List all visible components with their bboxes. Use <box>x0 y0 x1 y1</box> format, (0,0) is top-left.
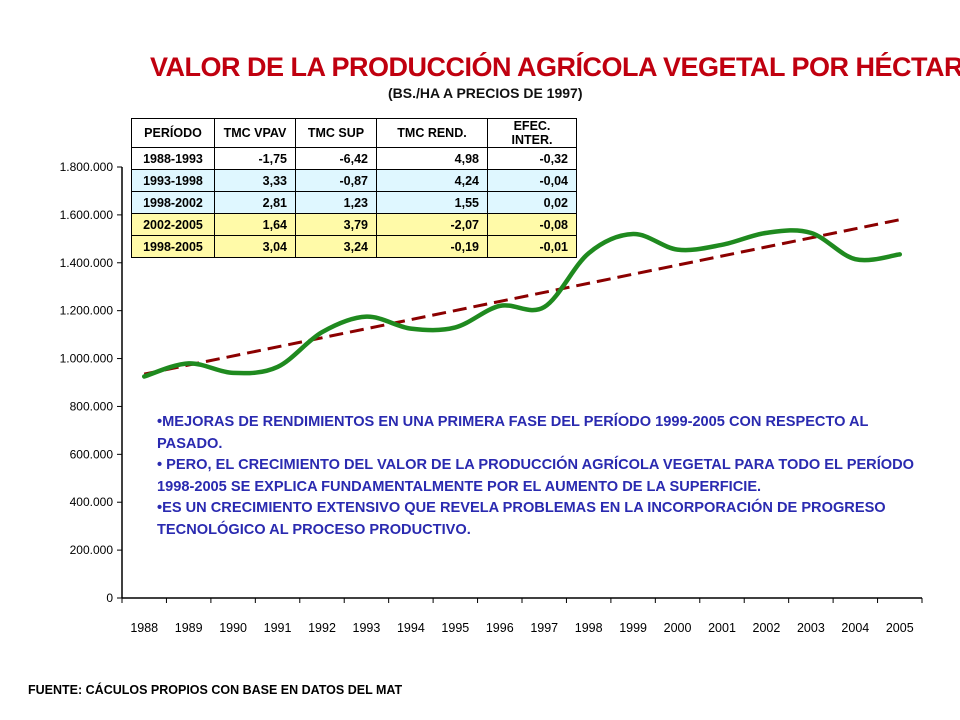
table-cell: -0,04 <box>487 169 577 192</box>
table-header-cell: TMC SUP <box>295 118 377 148</box>
x-tick-label: 1993 <box>353 621 381 635</box>
table-row: 2002-2005 1,64 3,79 -2,07 -0,08 <box>131 213 577 236</box>
x-tick-label: 1991 <box>264 621 292 635</box>
table-cell: 3,24 <box>295 235 377 258</box>
x-tick-label: 1992 <box>308 621 336 635</box>
growth-rates-table: PERÍODO TMC VPAV TMC SUP TMC REND. EFEC.… <box>131 118 577 258</box>
table-header-cell: TMC VPAV <box>214 118 296 148</box>
table-cell: 4,24 <box>376 169 488 192</box>
table-header-row: PERÍODO TMC VPAV TMC SUP TMC REND. EFEC.… <box>131 118 577 148</box>
table-cell: 1,64 <box>214 213 296 236</box>
source-note: FUENTE: CÁCULOS PROPIOS CON BASE EN DATO… <box>28 683 403 697</box>
table-cell: 1,23 <box>295 191 377 214</box>
x-tick-label: 1995 <box>441 621 469 635</box>
table-cell: -0,32 <box>487 147 577 170</box>
chart-series <box>141 218 903 379</box>
table-cell: -1,75 <box>214 147 296 170</box>
x-tick-label: 1998 <box>575 621 603 635</box>
table-cell-period: 1998-2002 <box>131 191 215 214</box>
analysis-notes: •MEJORAS DE RENDIMIENTOS EN UNA PRIMERA … <box>157 412 917 541</box>
table-cell: 3,04 <box>214 235 296 258</box>
x-tick-label: 1994 <box>397 621 425 635</box>
y-tick-label: 1.200.000 <box>60 304 114 318</box>
table-cell: 3,79 <box>295 213 377 236</box>
table-cell: 4,98 <box>376 147 488 170</box>
x-tick-label: 1996 <box>486 621 514 635</box>
table-cell: -0,01 <box>487 235 577 258</box>
trend-line <box>143 218 901 376</box>
table-cell: -6,42 <box>295 147 377 170</box>
x-tick-label: 2004 <box>841 621 869 635</box>
x-tick-label: 1997 <box>530 621 558 635</box>
y-tick-label: 600.000 <box>70 447 114 461</box>
series-line-value <box>141 228 903 379</box>
x-tick-label: 1988 <box>130 621 158 635</box>
table-header-cell: PERÍODO <box>131 118 215 148</box>
y-tick-label: 800.000 <box>70 399 114 413</box>
table-row: 1998-2005 3,04 3,24 -0,19 -0,01 <box>131 235 577 258</box>
table-cell: 0,02 <box>487 191 577 214</box>
y-tick-label: 400.000 <box>70 495 114 509</box>
x-tick-label: 2005 <box>886 621 914 635</box>
note-item: •ES UN CRECIMIENTO EXTENSIVO QUE REVELA … <box>157 500 886 538</box>
y-tick-label: 1.000.000 <box>60 352 114 366</box>
x-tick-label: 2002 <box>753 621 781 635</box>
y-tick-label: 0 <box>106 591 113 605</box>
table-row: 1988-1993 -1,75 -6,42 4,98 -0,32 <box>131 147 577 170</box>
table-header-cell: EFEC. INTER. <box>487 118 577 148</box>
y-tick-label: 1.800.000 <box>60 160 114 174</box>
y-axis-ticks: 0 200.000 400.000 600.000 800.000 1.000.000 1.… <box>60 160 122 605</box>
x-tick-label: 2000 <box>664 621 692 635</box>
y-tick-label: 1.600.000 <box>60 208 114 222</box>
table-cell: -2,07 <box>376 213 488 236</box>
table-row: 1993-1998 3,33 -0,87 4,24 -0,04 <box>131 169 577 192</box>
x-tick-label: 2003 <box>797 621 825 635</box>
table-header-cell: TMC REND. <box>376 118 488 148</box>
table-cell: -0,19 <box>376 235 488 258</box>
note-item: • PERO, EL CRECIMIENTO DEL VALOR DE LA P… <box>157 457 915 495</box>
chart-title: VALOR DE LA PRODUCCIÓN AGRÍCOLA VEGETAL … <box>150 52 960 82</box>
x-tick-label: 2001 <box>708 621 736 635</box>
x-tick-label: 1999 <box>619 621 647 635</box>
table-cell-period: 1998-2005 <box>131 235 215 258</box>
x-axis-ticks: 1988 1989 1990 1991 1992 1993 1994 1995 1996 1997… <box>121 598 923 635</box>
table-cell-period: 1993-1998 <box>131 169 215 192</box>
table-cell: -0,08 <box>487 213 577 236</box>
y-tick-label: 1.400.000 <box>60 256 114 270</box>
table-cell-period: 1988-1993 <box>131 147 215 170</box>
table-cell-period: 2002-2005 <box>131 213 215 236</box>
table-cell: 2,81 <box>214 191 296 214</box>
x-tick-label: 1990 <box>219 621 247 635</box>
note-item: •MEJORAS DE RENDIMIENTOS EN UNA PRIMERA … <box>157 414 869 452</box>
table-cell: -0,87 <box>295 169 377 192</box>
chart-subtitle: (BS./HA A PRECIOS DE 1997) <box>388 85 583 101</box>
table-cell: 3,33 <box>214 169 296 192</box>
table-cell: 1,55 <box>376 191 488 214</box>
table-row: 1998-2002 2,81 1,23 1,55 0,02 <box>131 191 577 214</box>
x-tick-label: 1989 <box>175 621 203 635</box>
y-tick-label: 200.000 <box>70 543 114 557</box>
